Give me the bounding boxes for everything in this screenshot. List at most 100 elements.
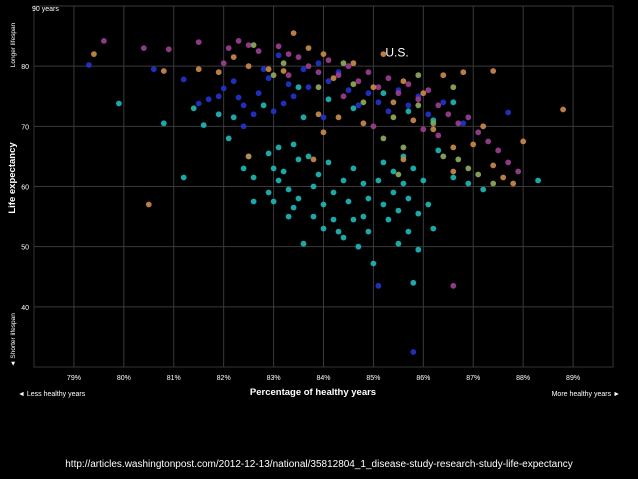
data-point-green: [440, 153, 447, 160]
data-point-blue: [150, 66, 157, 73]
data-point-blue: [195, 100, 202, 107]
data-point-blue: [230, 78, 237, 85]
y-tick-label: 70: [21, 124, 29, 131]
data-point-purple: [385, 75, 392, 82]
data-point-blue: [240, 102, 247, 109]
data-point-green: [380, 135, 387, 142]
data-point-green: [350, 81, 357, 88]
data-point-teal: [355, 243, 362, 250]
data-point-teal: [300, 114, 307, 121]
data-point-orange: [330, 75, 337, 82]
data-point-teal: [535, 177, 541, 184]
data-point-blue: [305, 84, 312, 91]
data-point-blue: [270, 108, 277, 115]
data-point-teal: [320, 225, 327, 232]
data-point-orange: [390, 99, 397, 106]
x-tick-label: 88%: [516, 375, 530, 382]
data-point-teal: [405, 195, 412, 202]
data-point-green: [430, 120, 437, 127]
data-point-teal: [310, 183, 317, 190]
data-point-teal: [420, 177, 427, 184]
data-point-blue: [460, 120, 467, 127]
data-point-blue: [375, 99, 382, 106]
x-tick-label: 86%: [416, 375, 430, 382]
data-point-green: [475, 171, 482, 178]
data-point-teal: [265, 150, 272, 157]
data-point-teal: [275, 177, 282, 184]
data-point-purple: [370, 123, 377, 130]
data-point-blue: [255, 90, 262, 97]
data-point-teal: [330, 189, 337, 196]
y-tick-label: 60: [21, 185, 29, 192]
data-point-purple: [235, 38, 242, 44]
data-point-teal: [270, 165, 277, 172]
data-point-purple: [245, 42, 252, 48]
data-point-blue: [240, 123, 247, 130]
data-point-teal: [385, 216, 392, 223]
data-point-orange: [470, 141, 477, 148]
y-axis-label: Life expectancy: [7, 142, 18, 214]
data-point-blue: [405, 102, 412, 109]
data-point-purple: [420, 126, 427, 133]
data-point-teal: [315, 171, 322, 178]
x-tick-label: 89%: [566, 375, 580, 382]
data-point-blue: [215, 93, 222, 100]
data-point-blue: [385, 108, 392, 115]
data-point-teal: [285, 186, 292, 193]
data-point-blue: [285, 81, 292, 88]
data-point-blue: [260, 66, 267, 73]
data-point-teal: [425, 201, 432, 208]
data-point-purple: [275, 43, 282, 50]
data-point-orange: [91, 51, 97, 57]
data-point-orange: [520, 138, 527, 145]
data-point-teal: [250, 174, 257, 181]
data-point-purple: [285, 72, 292, 79]
data-point-teal: [405, 228, 412, 235]
data-point-blue: [86, 62, 92, 68]
data-point-purple: [415, 96, 422, 103]
gridlines: [34, 5, 613, 367]
data-point-purple: [515, 168, 522, 175]
data-point-orange: [350, 60, 357, 67]
x-left-caption: ◄ Less healthy years: [18, 391, 86, 398]
data-point-purple: [425, 87, 432, 94]
data-point-blue: [440, 99, 447, 106]
data-points: [86, 30, 566, 355]
data-point-blue: [275, 52, 282, 59]
data-point-teal: [345, 198, 352, 205]
data-point-green: [450, 84, 457, 91]
data-point-teal: [295, 84, 302, 91]
data-point-orange: [560, 106, 566, 113]
data-point-teal: [415, 210, 422, 217]
data-point-orange: [310, 156, 317, 163]
data-point-purple: [140, 45, 147, 51]
data-point-orange: [280, 68, 287, 74]
data-point-purple: [101, 38, 107, 44]
data-point-orange: [320, 129, 327, 136]
data-point-blue: [375, 282, 382, 289]
data-point-teal: [320, 201, 327, 208]
data-point-blue: [410, 349, 417, 355]
data-point-teal: [390, 168, 397, 175]
data-point-orange: [380, 51, 387, 57]
data-point-green: [280, 60, 287, 67]
data-point-purple: [165, 46, 172, 53]
data-point-purple: [285, 51, 292, 57]
data-point-purple: [315, 69, 322, 76]
data-point-teal: [380, 90, 387, 97]
data-point-teal: [305, 153, 312, 160]
data-point-teal: [310, 213, 317, 220]
data-point-teal: [180, 174, 187, 181]
y-top-caption: Longer lifespan: [10, 22, 17, 67]
data-point-purple: [395, 90, 402, 97]
data-point-orange: [490, 162, 497, 169]
data-point-teal: [190, 105, 197, 112]
data-point-teal: [395, 240, 402, 247]
data-point-teal: [285, 213, 292, 220]
data-point-orange: [360, 120, 367, 127]
data-point-orange: [160, 68, 167, 74]
data-point-green: [390, 114, 397, 121]
data-point-teal: [290, 141, 297, 148]
data-point-purple: [435, 132, 442, 139]
data-point-teal: [375, 177, 382, 184]
